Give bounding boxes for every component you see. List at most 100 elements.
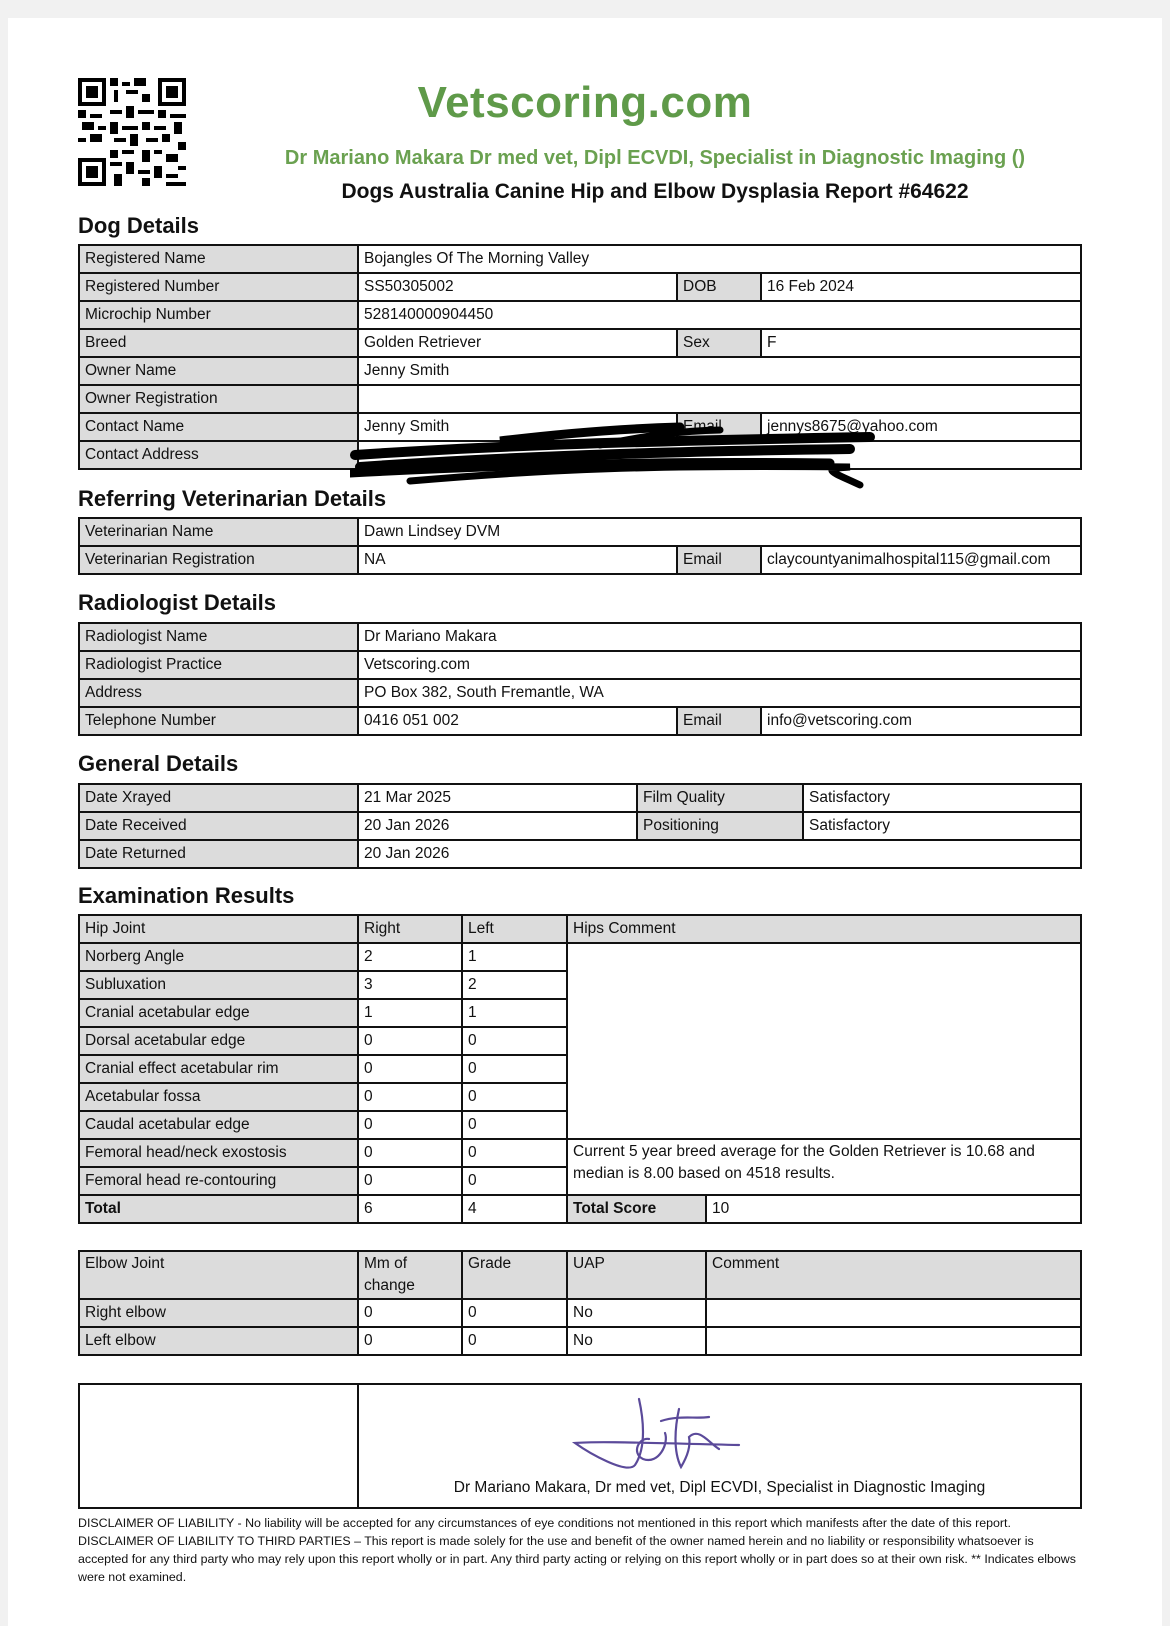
vet-details-table: Veterinarian Name Dawn Lindsey DVM Veteri…: [78, 517, 1082, 575]
table-row: Femoral head/neck exostosis 0 0 Current 5 y…: [78, 1138, 1082, 1196]
label: Microchip Number: [78, 300, 359, 330]
label: Address: [78, 678, 359, 708]
owner-registration-value: [357, 384, 1082, 414]
label: Contact Name: [78, 412, 359, 442]
right-value: 0: [357, 1054, 463, 1084]
left-value: 0: [461, 1110, 568, 1140]
address-value: PO Box 382, South Fremantle, WA: [357, 678, 1082, 708]
left-value: 0: [461, 1082, 568, 1112]
uap-value: No: [566, 1326, 707, 1356]
label: Veterinarian Registration: [78, 545, 359, 575]
left-value: 0: [461, 1138, 568, 1168]
breed-value: Golden Retriever: [357, 328, 678, 358]
table-row: Cranial acetabular edge 1 1: [78, 998, 1081, 1028]
label: Email: [676, 545, 762, 575]
signature-image: [571, 1397, 741, 1470]
dog-details-heading: Dog Details: [78, 213, 200, 238]
general-details-heading: General Details: [78, 751, 239, 776]
label: Caudal acetabular edge: [78, 1110, 359, 1140]
label: Date Xrayed: [78, 783, 359, 813]
dog-details-table: Registered Name Bojangles Of The Morning …: [78, 244, 1082, 470]
table-row: Subluxation 3 2: [78, 970, 1081, 1000]
table-row: Address PO Box 382, South Fremantle, WA: [78, 678, 1082, 708]
radiologist-email-value: info@vetscoring.com: [760, 706, 1082, 736]
label: Registered Name: [78, 244, 359, 274]
table-row: Left elbow 0 0 No: [78, 1326, 1082, 1356]
comment-value: [705, 1326, 1082, 1356]
left-value: 2: [461, 970, 568, 1000]
right-value: 0: [357, 1138, 463, 1168]
label: Right elbow: [78, 1298, 359, 1328]
grade-value: 0: [461, 1326, 568, 1356]
label: Date Returned: [78, 839, 359, 869]
left-value: 1: [461, 998, 568, 1028]
table-row: Right elbow 0 0 No: [78, 1298, 1082, 1328]
sex-value: F: [760, 328, 1082, 358]
table-row: Radiologist Name Dr Mariano Makara: [78, 622, 1082, 652]
table-row: Contact Name Jenny Smith Email jennys8675@y…: [78, 412, 1082, 442]
column-header: Comment: [705, 1250, 1082, 1300]
table-row: Microchip Number 528140000904450: [78, 300, 1082, 330]
table-row: Breed Golden Retriever Sex F: [78, 328, 1082, 358]
label: Acetabular fossa: [78, 1082, 359, 1112]
owner-name-value: Jenny Smith: [357, 356, 1082, 386]
uap-value: No: [566, 1298, 707, 1328]
left-value: 0: [461, 1166, 568, 1196]
disclaimer-text: DISCLAIMER OF LIABILITY - No liability w…: [78, 1516, 1076, 1584]
registered-number-value: SS50305002: [357, 272, 678, 302]
comment-value: [705, 1298, 1082, 1328]
label: Contact Address: [78, 440, 359, 470]
vet-registration-value: NA: [357, 545, 678, 575]
table-row: Dorsal acetabular edge 0 0: [78, 1026, 1081, 1056]
date-xrayed-value: 21 Mar 2025: [357, 783, 638, 813]
column-header: Left: [461, 914, 568, 944]
hip-results-table: Hip Joint Right Left Hips Comment Norber…: [78, 914, 1082, 1224]
table-row: Registered Number SS50305002 DOB 16 Feb 202…: [78, 272, 1082, 302]
label: Cranial acetabular edge: [78, 998, 359, 1028]
left-value: 1: [461, 942, 568, 972]
total-left-value: 4: [461, 1194, 568, 1224]
film-quality-value: Satisfactory: [802, 783, 1082, 813]
left-value: 0: [461, 1054, 568, 1084]
right-value: 3: [357, 970, 463, 1000]
label: Left elbow: [78, 1326, 359, 1356]
table-row: Date Returned 20 Jan 2026: [78, 839, 1082, 869]
radiologist-details-table: Radiologist Name Dr Mariano Makara Radiol…: [78, 622, 1082, 736]
hips-comment-cell: [566, 942, 1082, 1140]
label: Total: [78, 1194, 359, 1224]
general-details-table: Date Xrayed 21 Mar 2025 Film Quality Satisf…: [78, 783, 1082, 869]
date-returned-value: 20 Jan 2026: [357, 839, 1082, 869]
column-header: Elbow Joint: [78, 1250, 359, 1300]
label: Positioning: [636, 811, 804, 841]
positioning-value: Satisfactory: [802, 811, 1082, 841]
blank-cell: [78, 1383, 359, 1509]
microchip-value: 528140000904450: [357, 300, 1082, 330]
table-row: Veterinarian Name Dawn Lindsey DVM: [78, 517, 1082, 547]
dob-value: 16 Feb 2024: [760, 272, 1082, 302]
label: Date Received: [78, 811, 359, 841]
label: Femoral head re-contouring: [78, 1166, 359, 1196]
vet-email-value: claycountyanimalhospital115@gmail.com: [760, 545, 1082, 575]
label: Email: [676, 706, 762, 736]
table-row: Caudal acetabular edge 0 0: [78, 1110, 1081, 1140]
table-header-row: Hip Joint Right Left Hips Comment: [78, 914, 1082, 944]
right-value: 1: [357, 998, 463, 1028]
signature-caption: Dr Mariano Makara, Dr med vet, Dipl ECVD…: [453, 1479, 986, 1496]
label: Telephone Number: [78, 706, 359, 736]
column-header: Grade: [461, 1250, 568, 1300]
label: Registered Number: [78, 272, 359, 302]
label: Owner Name: [78, 356, 359, 386]
column-header: Hips Comment: [566, 914, 1082, 944]
label: Total Score: [566, 1194, 707, 1224]
table-row: Radiologist Practice Vetscoring.com: [78, 650, 1082, 680]
right-value: 2: [357, 942, 463, 972]
right-value: 0: [357, 1026, 463, 1056]
radiologist-name-value: Dr Mariano Makara: [357, 622, 1082, 652]
right-value: 0: [357, 1110, 463, 1140]
total-score-value: 10: [705, 1194, 1082, 1224]
mm-change-value: 0: [357, 1298, 463, 1328]
right-value: 0: [357, 1082, 463, 1112]
label: Film Quality: [636, 783, 804, 813]
table-row: Cranial effect acetabular rim 0 0: [78, 1054, 1081, 1084]
label: Breed: [78, 328, 359, 358]
